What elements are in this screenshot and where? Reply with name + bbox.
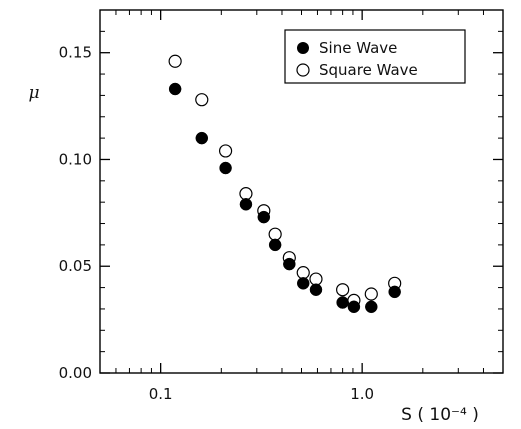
point-square-wave [336,283,350,297]
point-sine-wave [239,198,253,211]
point-sine-wave [168,82,182,96]
x-tick-label: 0.1 [149,385,173,403]
legend: Sine Wave Square Wave [284,29,466,84]
axis-ticks [99,10,504,374]
y-tick-label: 0.15 [59,44,92,62]
point-sine-wave [283,257,296,271]
point-sine-wave [257,210,271,224]
y-tick-label: 0.00 [59,364,92,382]
data-points [168,54,402,314]
point-sine-wave [296,277,310,290]
point-sine-wave [219,161,232,175]
x-tick-label: 1.0 [350,385,374,403]
point-sine-wave [268,238,282,252]
point-square-wave [218,144,233,158]
point-sine-wave [388,285,401,299]
y-axis-label: μ [28,83,39,103]
point-sine-wave [365,300,378,314]
point-square-wave [268,227,282,241]
point-square-wave [168,54,182,68]
point-square-wave [195,93,209,107]
point-square-wave [239,187,253,201]
legend-label-square-wave: Square Wave [319,61,418,79]
y-tick-label: 0.05 [59,257,92,275]
legend-marker-square-wave [296,63,310,77]
point-sine-wave [309,283,323,296]
x-axis-label: S ( 10⁻⁴ ) [401,405,479,425]
legend-marker-sine-wave [297,42,309,54]
point-sine-wave [347,300,361,314]
legend-label-sine-wave: Sine Wave [319,39,397,57]
legend-box [284,29,466,84]
point-sine-wave [336,296,349,309]
point-square-wave [309,272,323,286]
point-square-wave [364,287,378,301]
axis-tick-labels: 0.00 0.05 0.10 0.15 0.1 1.0 [59,44,374,403]
y-tick-label: 0.10 [59,150,92,168]
point-sine-wave [195,131,209,145]
point-square-wave [296,266,310,280]
